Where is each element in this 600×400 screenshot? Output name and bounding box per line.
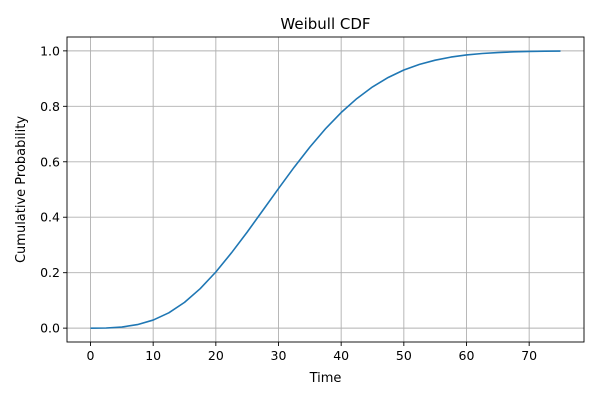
x-tick-label: 0 — [87, 348, 95, 363]
x-tick-label: 40 — [333, 348, 349, 363]
grid — [67, 37, 584, 342]
chart-title: Weibull CDF — [280, 15, 370, 33]
series-line — [90, 50, 561, 329]
y-tick-label: 0.0 — [40, 321, 60, 336]
x-tick-label: 10 — [145, 348, 161, 363]
x-tick-label: 50 — [396, 348, 412, 363]
x-tick-label: 70 — [521, 348, 537, 363]
series-layer — [90, 50, 561, 329]
x-axis-title: Time — [309, 371, 342, 386]
x-axis-ticks: 0 10 20 30 40 50 60 70 — [87, 342, 537, 363]
x-tick-label: 30 — [271, 348, 287, 363]
x-tick-label: 60 — [459, 348, 475, 363]
plot-frame — [66, 36, 585, 343]
y-axis-ticks: 0.0 0.2 0.4 0.6 0.8 1.0 — [40, 43, 67, 336]
y-tick-label: 0.2 — [40, 265, 60, 280]
y-tick-label: 0.8 — [40, 99, 60, 114]
x-tick-label: 20 — [208, 348, 224, 363]
y-tick-label: 0.6 — [40, 154, 60, 169]
y-tick-label: 0.4 — [40, 210, 60, 225]
y-tick-label: 1.0 — [40, 43, 60, 58]
y-axis-title: Cumulative Probability — [14, 116, 29, 263]
